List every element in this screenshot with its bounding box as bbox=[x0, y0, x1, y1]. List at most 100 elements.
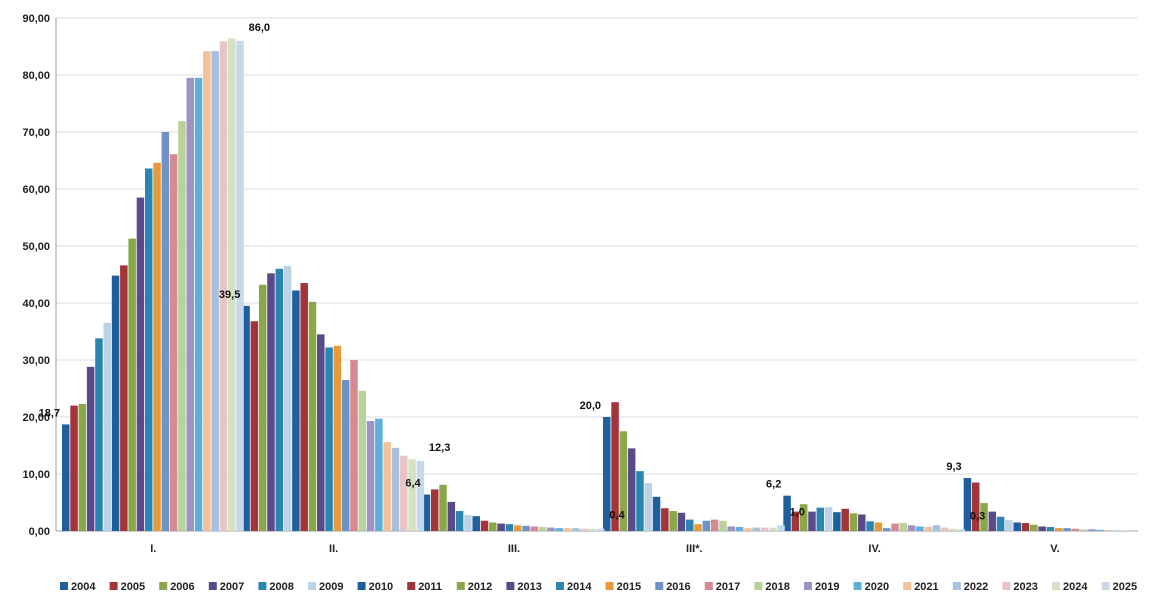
bar-2023-2 bbox=[580, 529, 588, 531]
bar-2007-5 bbox=[989, 512, 997, 531]
legend-label: 2023 bbox=[1013, 581, 1037, 593]
bar-2023-5 bbox=[1121, 530, 1129, 531]
legend-label: 2012 bbox=[468, 581, 492, 593]
bar-2013-1 bbox=[317, 334, 325, 531]
bar-2008-3 bbox=[636, 471, 644, 531]
bar-2010-3 bbox=[653, 497, 661, 531]
legend-label: 2015 bbox=[617, 581, 641, 593]
bar-2013-2 bbox=[497, 524, 505, 531]
bar-2008-5 bbox=[997, 517, 1005, 531]
y-tick-label: 80,00 bbox=[22, 70, 50, 82]
bar-2023-0 bbox=[220, 41, 228, 531]
data-label: 12,3 bbox=[429, 442, 450, 454]
bar-2017-3 bbox=[711, 520, 719, 531]
legend-label: 2004 bbox=[71, 581, 96, 593]
legend-swatch bbox=[407, 582, 415, 590]
bar-2005-1 bbox=[251, 321, 259, 531]
bar-2014-3 bbox=[686, 520, 694, 531]
legend-swatch bbox=[705, 582, 713, 590]
bar-2011-2 bbox=[481, 521, 489, 531]
bar-2016-2 bbox=[522, 526, 530, 531]
bar-2009-1 bbox=[284, 266, 292, 531]
bar-2005-5 bbox=[972, 483, 980, 531]
bar-2017-2 bbox=[531, 526, 539, 531]
bar-2022-3 bbox=[752, 528, 760, 531]
bar-2021-3 bbox=[744, 528, 752, 531]
x-tick-label: IV. bbox=[868, 543, 880, 555]
bar-2019-0 bbox=[187, 78, 195, 531]
bar-2019-1 bbox=[367, 421, 375, 531]
bar-2018-1 bbox=[359, 391, 367, 531]
bar-2016-3 bbox=[703, 521, 711, 531]
legend-label: 2019 bbox=[815, 581, 839, 593]
bar-2006-0 bbox=[79, 404, 87, 531]
bar-2005-0 bbox=[70, 406, 78, 531]
legend-label: 2016 bbox=[666, 581, 690, 593]
legend: 2004 2005 2006 2007 2008 2009 2010 2011 2012 2013… bbox=[60, 581, 1137, 593]
bar-2012-4 bbox=[850, 513, 858, 531]
data-label: 86,0 bbox=[249, 22, 270, 34]
bar-2018-2 bbox=[539, 527, 547, 531]
bar-2009-5 bbox=[1005, 520, 1013, 531]
legend-swatch bbox=[358, 582, 366, 590]
bar-2021-0 bbox=[203, 51, 211, 531]
bar-2020-2 bbox=[555, 528, 563, 531]
bar-2014-0 bbox=[145, 168, 153, 531]
bar-2007-0 bbox=[87, 367, 95, 531]
bar-2024-3 bbox=[769, 528, 777, 531]
legend-label: 2024 bbox=[1063, 581, 1088, 593]
bar-2007-1 bbox=[267, 273, 275, 531]
bar-2010-2 bbox=[472, 516, 480, 531]
legend-swatch bbox=[655, 582, 663, 590]
legend-label: 2007 bbox=[220, 581, 244, 593]
bar-2016-4 bbox=[883, 528, 891, 531]
bar-2018-4 bbox=[900, 523, 908, 531]
bar-2012-1 bbox=[309, 302, 317, 531]
legend-swatch bbox=[1052, 582, 1060, 590]
bar-2011-5 bbox=[1022, 523, 1029, 531]
legend-label: 2025 bbox=[1113, 581, 1137, 593]
bar-2015-5 bbox=[1055, 528, 1063, 531]
bar-2024-2 bbox=[589, 529, 597, 531]
bar-2010-1 bbox=[292, 290, 300, 531]
legend-swatch bbox=[308, 582, 316, 590]
bar-2021-2 bbox=[564, 528, 572, 531]
bar-2020-4 bbox=[916, 526, 924, 531]
bar-2014-2 bbox=[506, 524, 513, 531]
legend-swatch bbox=[754, 582, 762, 590]
legend-label: 2009 bbox=[319, 581, 343, 593]
y-tick-label: 60,00 bbox=[22, 184, 50, 196]
bar-2021-1 bbox=[383, 442, 391, 531]
bar-2009-3 bbox=[645, 483, 653, 531]
data-label: 1,0 bbox=[790, 506, 805, 518]
bar-2008-0 bbox=[95, 338, 103, 531]
bar-2020-3 bbox=[736, 527, 744, 531]
bar-2020-5 bbox=[1096, 530, 1104, 531]
bar-2025-1 bbox=[417, 461, 425, 531]
bar-2018-5 bbox=[1080, 529, 1088, 531]
bars bbox=[62, 39, 1129, 531]
x-tick-label: III. bbox=[508, 543, 520, 555]
bar-2017-0 bbox=[170, 154, 178, 531]
bar-2006-1 bbox=[259, 285, 267, 531]
bar-2011-3 bbox=[661, 508, 669, 531]
bar-2008-2 bbox=[456, 511, 464, 531]
bar-2016-0 bbox=[162, 132, 170, 531]
bar-2015-4 bbox=[875, 522, 883, 531]
bar-2006-2 bbox=[439, 485, 447, 531]
legend-label: 2018 bbox=[765, 581, 789, 593]
legend-label: 2013 bbox=[517, 581, 541, 593]
bar-2025-2 bbox=[597, 529, 605, 531]
bar-2007-2 bbox=[448, 502, 456, 531]
bar-2010-5 bbox=[1013, 522, 1021, 531]
legend-label: 2017 bbox=[716, 581, 740, 593]
x-tick-label: II. bbox=[329, 543, 338, 555]
legend-swatch bbox=[60, 582, 68, 590]
bar-2017-1 bbox=[350, 360, 358, 531]
data-label: 9,3 bbox=[946, 461, 961, 473]
bar-2024-0 bbox=[228, 39, 236, 531]
y-tick-label: 50,00 bbox=[22, 241, 50, 253]
y-tick-label: 40,00 bbox=[22, 298, 50, 310]
bar-2017-5 bbox=[1072, 529, 1080, 531]
